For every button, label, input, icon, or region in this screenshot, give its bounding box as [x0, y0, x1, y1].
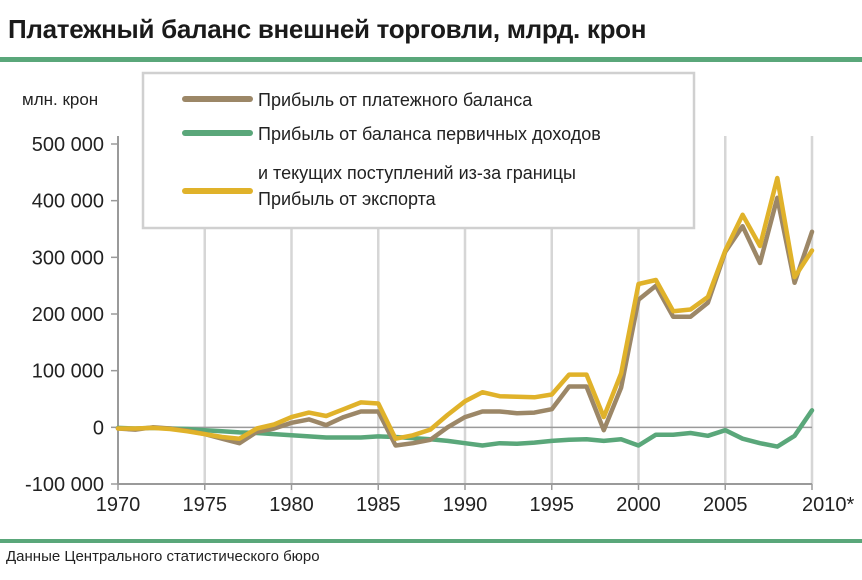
- y-axis-unit-label: млн. крон: [22, 90, 98, 109]
- x-tick-label: 1985: [356, 494, 401, 516]
- legend-label-primary-income: Прибыль от баланса первичных доходов: [258, 124, 601, 144]
- chart-title: Платежный баланс внешней торговли, млрд.…: [8, 14, 647, 44]
- y-tick-label: 300 000: [32, 247, 104, 269]
- legend: Прибыль от платежного баланса Прибыль от…: [141, 71, 696, 230]
- series-line-2: [115, 175, 815, 441]
- y-tick-label: 100 000: [32, 361, 104, 383]
- x-tick-label: 1995: [530, 494, 575, 516]
- legend-label-primary-income-cont: и текущих поступлений из-за границы: [258, 163, 576, 183]
- legend-label-export: Прибыль от экспорта: [258, 189, 437, 209]
- y-tick-label: 500 000: [32, 134, 104, 156]
- x-tick-label: 2005: [703, 494, 748, 516]
- y-tick-label: -100 000: [25, 474, 104, 496]
- y-tick-label: 0: [93, 417, 104, 439]
- series-line-1: [115, 408, 815, 449]
- data-series: [115, 175, 815, 449]
- bottom-divider: [0, 539, 862, 543]
- source-note: Данные Центрального статистического бюро: [6, 548, 320, 565]
- y-tick-label: 400 000: [32, 191, 104, 213]
- x-tick-label: 2000: [616, 494, 661, 516]
- x-tick-label: 1970: [96, 494, 141, 516]
- x-tick-label: 1975: [183, 494, 228, 516]
- top-divider: [0, 57, 862, 62]
- x-tick-label: 1980: [269, 494, 314, 516]
- y-tick-labels: 500 000 400 000 300 000 200 000 100 000 0 -100…: [25, 134, 104, 496]
- y-tick-label: 200 000: [32, 304, 104, 326]
- x-tick-label: 2010*: [802, 494, 854, 516]
- x-tick-label: 1990: [443, 494, 488, 516]
- series-line-0: [115, 195, 815, 448]
- legend-label-balance: Прибыль от платежного баланса: [258, 90, 533, 110]
- x-tick-labels: 1970 1975 1980 1985 1990 1995 2000 2005 2010*: [96, 494, 855, 516]
